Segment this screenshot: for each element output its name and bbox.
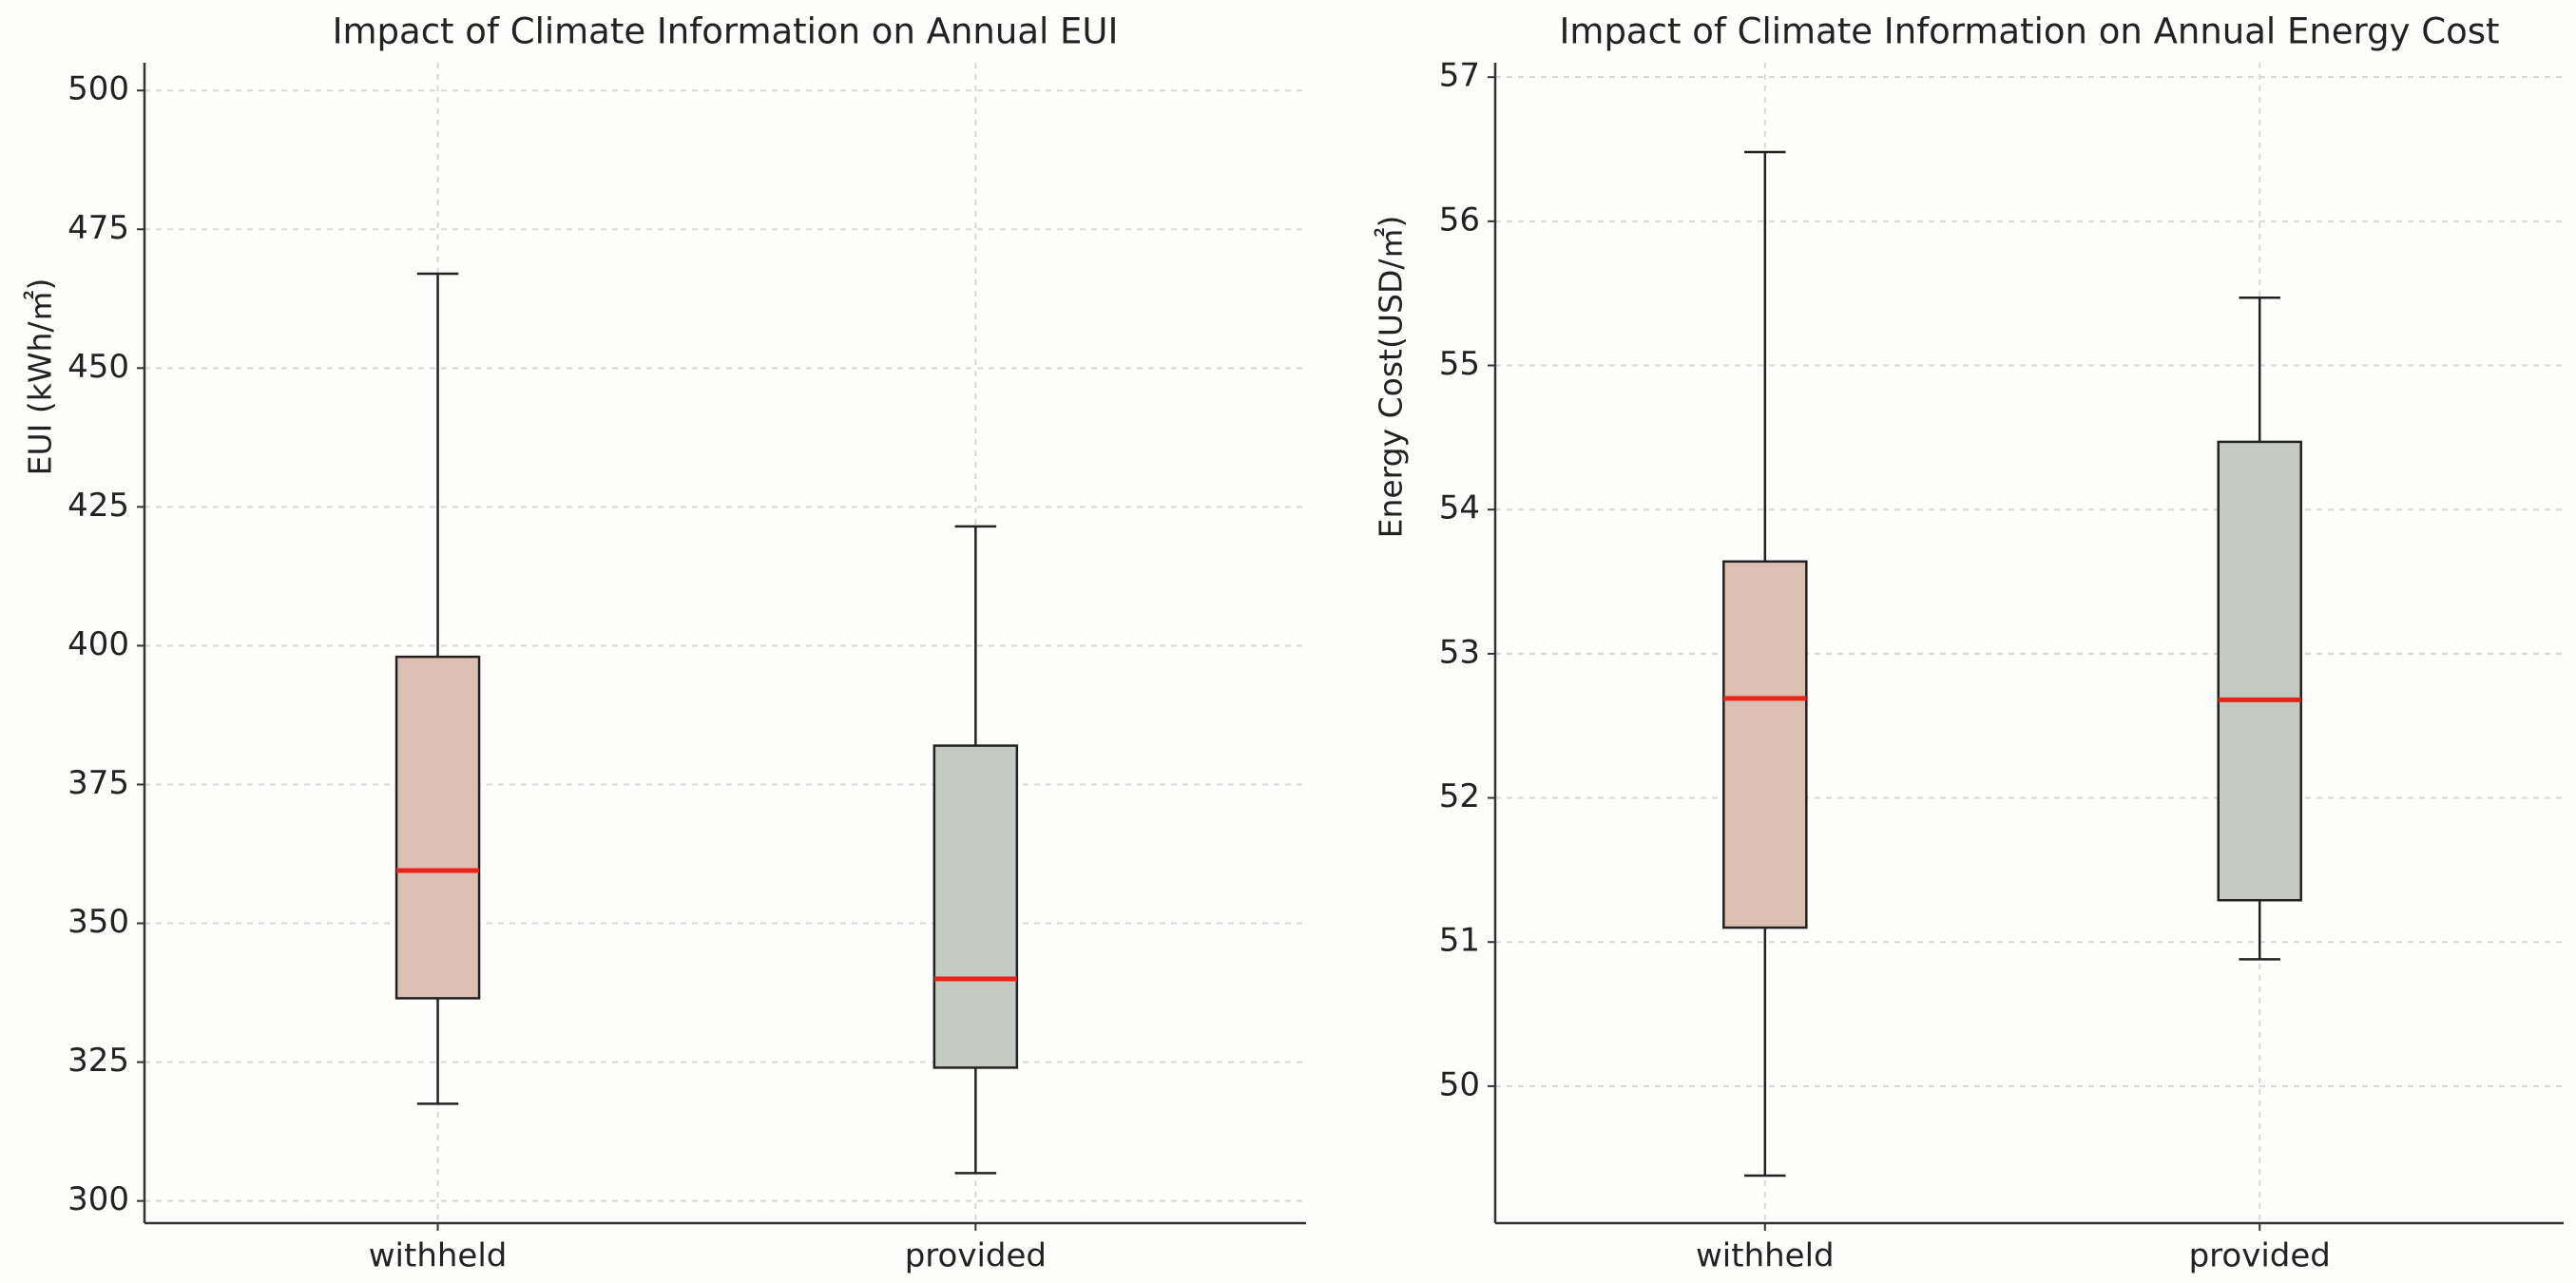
y-tick-label: 50 bbox=[1439, 1065, 1480, 1103]
y-axis-label: Energy Cost(USD/㎡) bbox=[1373, 216, 1410, 539]
box bbox=[2217, 440, 2302, 902]
y-tick-label: 56 bbox=[1439, 201, 1480, 239]
y-tick-label: 475 bbox=[67, 209, 129, 247]
y-axis-label: EUI (kWh/㎡) bbox=[22, 278, 59, 476]
y-tick-label: 52 bbox=[1439, 777, 1480, 815]
y-tick-label: 300 bbox=[67, 1180, 129, 1218]
y-tick-label: 53 bbox=[1439, 633, 1480, 671]
y-tick-label: 400 bbox=[67, 625, 129, 663]
y-tick-label: 325 bbox=[67, 1042, 129, 1080]
y-tick-label: 57 bbox=[1439, 57, 1480, 95]
y-tick-label: 450 bbox=[67, 348, 129, 386]
x-tick-label: provided bbox=[905, 1237, 1047, 1275]
x-tick-label: withheld bbox=[369, 1237, 508, 1275]
y-tick-label: 375 bbox=[67, 764, 129, 802]
box bbox=[394, 655, 481, 1000]
y-tick-label: 350 bbox=[67, 903, 129, 941]
y-tick-label: 55 bbox=[1439, 345, 1480, 383]
y-tick-label: 51 bbox=[1439, 922, 1480, 960]
y-tick-label: 500 bbox=[67, 70, 129, 108]
chart-title: Impact of Climate Information on Annual … bbox=[333, 11, 1119, 52]
x-tick-label: provided bbox=[2189, 1237, 2331, 1275]
chart-title: Impact of Climate Information on Annual … bbox=[1559, 11, 2499, 52]
y-tick-label: 54 bbox=[1439, 489, 1480, 527]
y-tick-label: 425 bbox=[67, 487, 129, 525]
x-tick-label: withheld bbox=[1696, 1237, 1835, 1275]
box bbox=[1722, 560, 1808, 929]
box bbox=[932, 744, 1019, 1069]
